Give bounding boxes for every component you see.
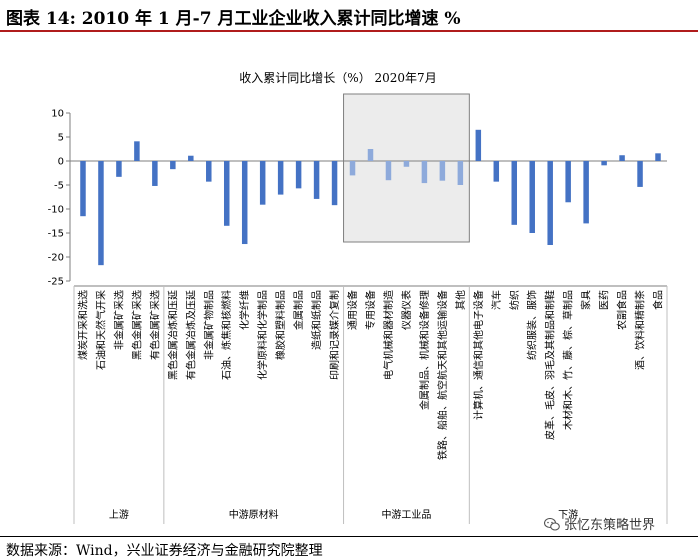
y-tick-label: 10: [51, 109, 64, 120]
watermark-text: 张忆东策略世界: [564, 518, 656, 533]
group-label: 下游: [558, 508, 578, 521]
category-label: 食品: [652, 290, 665, 310]
category-label: 橡胶和塑料制品: [274, 290, 287, 360]
bar: [601, 161, 607, 166]
category-label: 通用设备: [346, 290, 359, 330]
category-label: 电气机械和器材制造: [382, 290, 395, 380]
category-label: 金属制品: [292, 290, 305, 330]
bar: [475, 129, 482, 161]
category-label: 石油和天然气开采: [94, 290, 107, 370]
category-label: 纺织: [508, 290, 521, 310]
bar: [116, 161, 122, 177]
category-label: 有色金属矿采选: [148, 290, 161, 360]
bar: [367, 149, 374, 161]
chart-title: 收入累计同比增长（%） 2020年7月: [239, 71, 436, 85]
bar: [457, 161, 464, 185]
category-label: 石油、炼焦和核燃料: [220, 290, 233, 380]
category-label: 化学纤维: [238, 290, 251, 330]
category-label: 农副食品: [616, 290, 629, 330]
bar: [241, 161, 248, 245]
category-label: 铁路、船舶、航空航天和其他运输设备: [436, 290, 449, 460]
bar: [421, 161, 428, 184]
wechat-icon: [544, 518, 560, 531]
category-label: 纺织服装、服饰: [526, 290, 539, 360]
bar: [80, 161, 86, 217]
category-label: 其他: [454, 290, 467, 310]
category-label: 有色金属冶炼及压延: [184, 290, 197, 380]
bar: [637, 161, 643, 187]
bar: [170, 161, 176, 170]
bar: [439, 161, 446, 181]
highlight-box: [343, 93, 470, 243]
source-note: 数据来源：Wind，兴业证券经济与金融研究院整理: [6, 543, 323, 559]
category-label: 黑色金属冶炼和压延: [166, 290, 179, 380]
y-tick-label: 0: [58, 157, 64, 168]
bar: [511, 161, 518, 225]
bar: [313, 161, 320, 199]
bar: [547, 161, 553, 245]
category-label: 仪器仪表: [400, 290, 413, 330]
bar: [349, 161, 356, 176]
y-tick-label: 5: [58, 133, 64, 144]
bar: [583, 161, 589, 224]
footer-rule: [0, 536, 698, 537]
bar: [655, 153, 661, 161]
y-tick-label: -15: [48, 229, 64, 240]
bar: [619, 155, 625, 161]
bar-chart: 收入累计同比增长（%） 2020年7月 10 5 0 -5 -10 -15 -20 -25 煤炭开…: [48, 71, 668, 524]
bar: [331, 161, 338, 206]
bar: [223, 161, 230, 226]
group-label: 上游: [109, 508, 129, 521]
category-label: 家具: [580, 290, 593, 310]
figure-title: 图表 14: 2010 年 1 月-7 月工业企业收入累计同比增速 %: [6, 9, 461, 29]
y-tick-label: -25: [48, 277, 64, 288]
bar: [152, 161, 158, 186]
category-label: 医药: [599, 290, 611, 310]
bar: [529, 161, 535, 233]
category-label: 造纸和纸制品: [310, 290, 323, 350]
category-label: 非金属矿物制品: [202, 290, 215, 360]
y-tick-label: -10: [48, 205, 64, 216]
y-tick-label: -20: [48, 253, 64, 264]
watermark: 张忆东策略世界: [544, 514, 655, 533]
category-label: 印刷和记录媒介复制: [328, 290, 341, 380]
category-label: 计算机、通信和其他电子设备: [472, 290, 485, 420]
bar: [134, 141, 140, 161]
category-label: 酒、饮料和精制茶: [634, 290, 647, 370]
category-label: 金属制品、机械和设备修理: [418, 290, 431, 410]
category-label: 化学原料和化学制品: [256, 290, 269, 380]
bar: [277, 161, 284, 195]
bar: [493, 161, 500, 182]
y-tick-label: -5: [54, 181, 64, 192]
group-label: 中游原材料: [229, 508, 279, 521]
category-label: 非金属矿采选: [112, 290, 125, 350]
bar: [385, 161, 392, 181]
category-label: 煤炭开采和洗选: [76, 290, 89, 360]
group-label: 中游工业品: [381, 508, 431, 521]
category-label: 木材和木、竹、藤、棕、草制品: [562, 290, 575, 430]
bar: [98, 161, 104, 266]
category-label: 黑色金属矿采选: [130, 290, 143, 360]
bar: [259, 161, 266, 205]
category-label: 汽车: [490, 290, 503, 310]
bar: [295, 161, 302, 189]
bar: [206, 161, 212, 182]
category-label: 专用设备: [364, 290, 377, 330]
title-rule: [0, 30, 698, 32]
bar: [565, 161, 571, 203]
bar: [403, 161, 410, 167]
bar: [188, 155, 194, 161]
category-label: 皮革、毛皮、羽毛及其制品和制鞋: [544, 290, 557, 440]
